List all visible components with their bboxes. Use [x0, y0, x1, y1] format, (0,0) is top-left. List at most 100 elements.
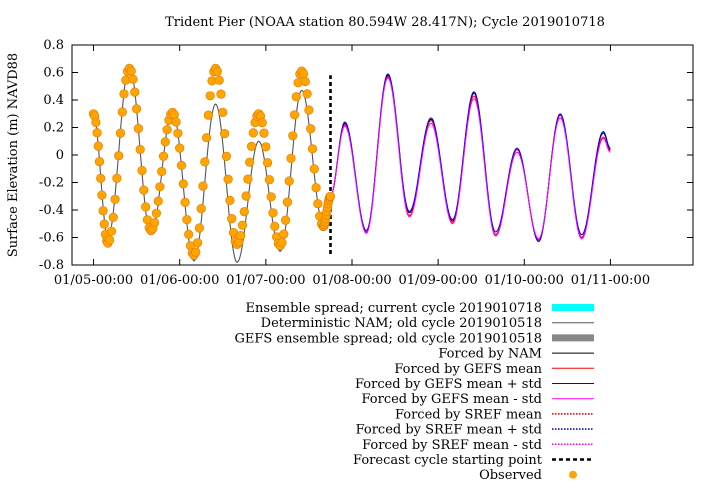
observed-marker [115, 128, 126, 138]
observed-marker [194, 223, 204, 233]
observed-marker [311, 183, 321, 193]
observed-marker [130, 87, 140, 97]
observed-marker [281, 215, 291, 225]
legend-swatch [569, 470, 577, 479]
observed-marker [99, 219, 109, 229]
observed-marker [202, 133, 212, 143]
observed-marker [263, 158, 273, 168]
observed-marker [193, 238, 203, 248]
observed-marker [266, 192, 276, 202]
observed-marker [114, 151, 124, 161]
y-tick-label: 0.4 [43, 93, 64, 108]
observed-marker [180, 197, 190, 207]
observed-marker [106, 226, 117, 236]
observed-marker [178, 179, 188, 189]
observed-marker [257, 117, 267, 128]
observed-marker [191, 247, 201, 257]
observed-marker [325, 191, 336, 201]
y-tick-label: -0.8 [39, 258, 64, 273]
observed-marker [133, 123, 143, 134]
observed-marker [214, 75, 224, 85]
observed-marker [93, 141, 103, 151]
y-tick-label: 0.8 [43, 38, 64, 53]
observed-marker [203, 110, 213, 120]
x-tick-label: 01/11-00:00 [571, 273, 650, 288]
y-tick-label: -0.2 [39, 176, 64, 191]
observed-marker [243, 174, 253, 184]
observed-marker [141, 202, 151, 212]
legend-label: GEFS ensemble spread; old cycle 20190105… [234, 331, 542, 346]
observed-marker [298, 69, 309, 79]
observed-markers [88, 63, 336, 260]
legend-label: Forced by GEFS mean [394, 362, 542, 377]
observed-marker [216, 89, 226, 99]
observed-marker [139, 185, 149, 195]
observed-marker [248, 128, 258, 138]
observed-marker [268, 208, 278, 218]
observed-marker [223, 174, 233, 184]
observed-marker [227, 214, 237, 224]
observed-marker [91, 117, 101, 127]
observed-marker [198, 181, 208, 191]
observed-marker [306, 124, 316, 134]
x-tick-label: 01/07-00:00 [226, 273, 305, 288]
observed-marker [270, 221, 280, 231]
observed-marker [236, 231, 246, 241]
legend-label: Forced by SREF mean + std [356, 423, 542, 438]
observed-marker [108, 212, 118, 222]
observed-marker [112, 173, 122, 183]
legend-label: Forced by SREF mean [395, 407, 543, 422]
observed-marker [221, 151, 231, 161]
x-tick-label: 01/06-00:00 [140, 273, 219, 288]
observed-marker [135, 144, 145, 155]
observed-marker [182, 215, 192, 225]
observed-marker [117, 107, 127, 117]
observed-marker [155, 182, 165, 192]
observed-marker [158, 151, 169, 161]
observed-marker [92, 128, 102, 138]
observed-marker [128, 74, 138, 84]
observed-marker [241, 191, 251, 201]
observed-marker [313, 199, 323, 209]
x-tick-label: 01/08-00:00 [312, 273, 391, 288]
observed-marker [220, 129, 230, 139]
observed-marker [151, 208, 161, 218]
x-tick-label: 01/10-00:00 [485, 273, 564, 288]
observed-marker [196, 204, 206, 214]
legend: Ensemble spread; current cycle 201901071… [234, 301, 594, 483]
legend-label: Forced by NAM [438, 347, 542, 362]
series-layer [93, 66, 611, 263]
observed-marker [98, 206, 108, 216]
observed-marker [97, 190, 107, 200]
legend-label: Deterministic NAM; old cycle 2019010518 [261, 316, 542, 331]
y-tick-label: 0.6 [43, 66, 64, 81]
observed-marker [126, 66, 136, 76]
observed-marker [259, 128, 269, 138]
observed-marker [291, 92, 301, 102]
observed-marker [200, 157, 210, 167]
observed-marker [150, 218, 160, 228]
legend-label: Forced by GEFS mean + std [355, 377, 542, 392]
observed-marker [282, 197, 293, 207]
x-tick-label: 01/05-00:00 [54, 273, 133, 288]
y-tick-label: -0.4 [39, 203, 64, 218]
observed-marker [105, 235, 115, 245]
observed-marker [137, 165, 147, 176]
observed-marker [309, 164, 319, 174]
observed-marker [288, 131, 298, 141]
observed-marker [171, 117, 181, 127]
observed-marker [175, 143, 185, 153]
observed-marker [176, 160, 187, 170]
series-line-forced-by-gefs-mean-std [330, 77, 611, 240]
observed-marker [205, 91, 215, 101]
observed-marker [173, 128, 183, 138]
legend-label: Forced by GEFS mean - std [361, 392, 542, 407]
observed-marker [279, 229, 289, 239]
observed-marker [264, 175, 275, 185]
observed-marker [261, 142, 271, 152]
tick-labels: -0.8 -0.6 -0.4 -0.2 0 0.2 0.4 0.6 0.8 01/05-00:00… [39, 38, 650, 288]
observed-marker [162, 125, 172, 135]
observed-marker [307, 144, 318, 154]
observed-marker [184, 229, 194, 239]
observed-marker [218, 107, 228, 117]
